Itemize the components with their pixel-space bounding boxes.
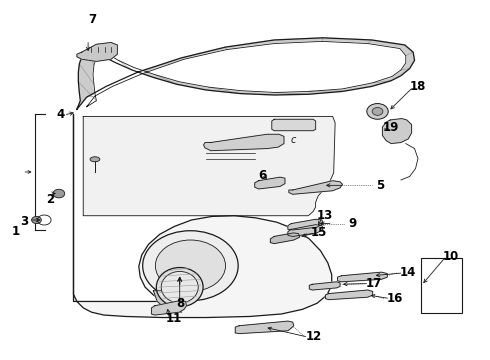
Polygon shape [288,219,323,230]
Polygon shape [270,233,299,244]
Text: 10: 10 [442,250,459,263]
Text: 17: 17 [366,277,382,290]
Polygon shape [77,38,415,109]
Text: 4: 4 [56,108,64,121]
Polygon shape [77,42,117,62]
Polygon shape [87,41,406,107]
Text: 8: 8 [176,297,184,310]
Text: 13: 13 [317,208,333,221]
Ellipse shape [372,108,383,115]
Ellipse shape [90,157,100,162]
Ellipse shape [31,216,41,224]
Text: 1: 1 [12,225,20,238]
Polygon shape [289,181,343,194]
Text: 11: 11 [166,312,182,325]
Polygon shape [288,225,323,237]
Text: 5: 5 [375,179,384,192]
Polygon shape [325,290,373,300]
Text: 3: 3 [20,215,28,228]
Ellipse shape [53,189,65,198]
Polygon shape [74,115,332,318]
Text: 15: 15 [311,226,327,239]
Polygon shape [235,321,294,334]
Polygon shape [83,116,335,216]
Text: 18: 18 [410,80,426,93]
Text: 7: 7 [88,13,96,27]
Ellipse shape [143,231,238,301]
Polygon shape [272,119,316,131]
Text: 9: 9 [348,217,357,230]
Text: 2: 2 [46,193,54,206]
Polygon shape [255,177,285,189]
Polygon shape [153,291,182,312]
Text: 14: 14 [400,266,416,279]
Polygon shape [382,118,412,144]
Ellipse shape [156,267,203,307]
Text: c: c [291,135,296,145]
Polygon shape [338,272,387,282]
Polygon shape [151,301,187,315]
Polygon shape [203,134,284,151]
Ellipse shape [161,271,198,303]
Text: 12: 12 [306,330,322,343]
Text: 16: 16 [386,292,403,305]
Polygon shape [309,282,340,290]
Text: 19: 19 [382,121,399,134]
Ellipse shape [367,104,388,119]
Ellipse shape [155,240,225,292]
Text: 6: 6 [259,169,267,182]
Bar [421,258,462,313]
